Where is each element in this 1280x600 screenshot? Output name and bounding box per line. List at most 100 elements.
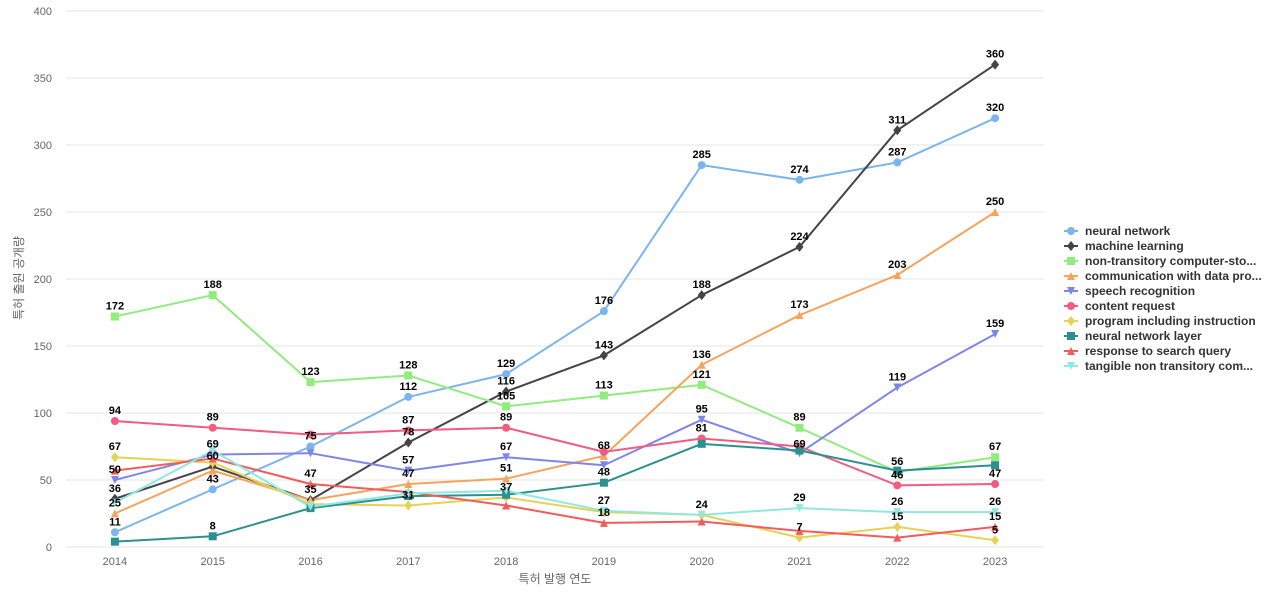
data-point bbox=[893, 270, 902, 279]
legend-item[interactable]: non-transitory computer-sto... bbox=[1064, 254, 1256, 268]
legend-item[interactable]: response to search query bbox=[1064, 344, 1231, 358]
data-point bbox=[893, 158, 902, 167]
legend-item[interactable]: neural network bbox=[1064, 224, 1171, 238]
data-label: 311 bbox=[888, 114, 906, 126]
data-label: 81 bbox=[696, 422, 708, 434]
legend-item[interactable]: speech recognition bbox=[1064, 284, 1195, 298]
data-point bbox=[208, 446, 217, 455]
data-label: 287 bbox=[888, 146, 906, 158]
data-label: 121 bbox=[693, 369, 711, 381]
data-point bbox=[697, 161, 706, 170]
y-tick-label: 250 bbox=[34, 207, 52, 219]
data-point bbox=[110, 476, 119, 484]
data-point bbox=[110, 537, 119, 546]
data-label: 75 bbox=[304, 431, 316, 443]
x-tick-label: 2017 bbox=[396, 556, 420, 568]
data-point bbox=[795, 175, 804, 184]
data-point bbox=[893, 383, 902, 392]
y-axis-title: 특허 출원 공개량 bbox=[12, 236, 26, 320]
series-line-2 bbox=[114, 294, 996, 473]
data-label: 116 bbox=[497, 376, 515, 388]
data-point bbox=[795, 504, 804, 513]
data-label: 129 bbox=[497, 358, 515, 370]
data-point bbox=[697, 380, 706, 389]
data-point bbox=[697, 510, 706, 519]
legend-marker-swatch bbox=[1067, 272, 1075, 280]
y-tick-label: 150 bbox=[34, 341, 52, 353]
data-point bbox=[404, 489, 413, 498]
legend-item[interactable]: neural network layer bbox=[1064, 329, 1202, 343]
x-tick-label: 2015 bbox=[200, 556, 224, 568]
data-label: 29 bbox=[793, 492, 805, 504]
data-label: 172 bbox=[106, 301, 124, 313]
data-point bbox=[404, 480, 413, 489]
data-point bbox=[991, 480, 1000, 489]
data-point bbox=[893, 466, 902, 475]
data-point bbox=[795, 311, 804, 320]
data-point bbox=[599, 478, 608, 487]
data-point bbox=[991, 329, 1000, 338]
legend-label: tangible non transitory com... bbox=[1085, 359, 1253, 373]
data-label: 50 bbox=[109, 464, 121, 476]
data-point bbox=[208, 423, 217, 432]
legend-item[interactable]: content request bbox=[1064, 299, 1175, 313]
data-point bbox=[502, 402, 511, 411]
y-tick-label: 350 bbox=[34, 73, 52, 85]
data-label: 360 bbox=[986, 49, 1004, 61]
data-point bbox=[599, 451, 608, 460]
data-point bbox=[208, 466, 217, 475]
data-point bbox=[991, 522, 1000, 531]
data-label: 176 bbox=[595, 295, 613, 307]
data-label: 69 bbox=[207, 439, 219, 451]
data-point bbox=[502, 501, 511, 510]
data-point bbox=[795, 241, 804, 252]
data-label: 25 bbox=[109, 498, 121, 510]
data-point bbox=[208, 532, 217, 541]
legend-item[interactable]: tangible non transitory com... bbox=[1064, 359, 1253, 373]
series-line-3 bbox=[114, 211, 996, 515]
data-point bbox=[697, 415, 706, 424]
data-label: 87 bbox=[402, 414, 414, 426]
data-label: 188 bbox=[204, 279, 222, 291]
series-line-0 bbox=[114, 117, 996, 534]
data-label: 173 bbox=[790, 299, 808, 311]
legend-item[interactable]: communication with data pro... bbox=[1064, 269, 1262, 283]
data-point bbox=[502, 474, 511, 483]
data-label: 67 bbox=[500, 441, 512, 453]
data-point bbox=[208, 454, 217, 463]
data-point bbox=[110, 498, 119, 507]
x-tick-label: 2023 bbox=[983, 556, 1007, 568]
data-label: 68 bbox=[598, 440, 610, 452]
legend-marker-swatch bbox=[1067, 227, 1075, 235]
series-line-7 bbox=[114, 442, 996, 543]
data-label: 48 bbox=[598, 467, 610, 479]
data-point bbox=[599, 461, 608, 470]
data-label: 69 bbox=[793, 439, 805, 451]
legend-item[interactable]: program including instruction bbox=[1064, 314, 1256, 328]
gridlines bbox=[66, 10, 1044, 548]
data-point bbox=[599, 447, 608, 456]
data-label: 224 bbox=[790, 231, 809, 243]
data-label: 15 bbox=[989, 511, 1001, 523]
legend-marker-swatch bbox=[1067, 362, 1075, 370]
data-label: 159 bbox=[986, 318, 1004, 330]
legend-label: content request bbox=[1085, 299, 1175, 313]
data-point bbox=[893, 125, 902, 136]
data-label: 46 bbox=[891, 469, 903, 481]
data-label: 15 bbox=[891, 511, 903, 523]
data-point bbox=[893, 521, 902, 532]
data-label: 57 bbox=[402, 455, 414, 467]
data-label: 203 bbox=[888, 259, 906, 271]
data-label: 188 bbox=[693, 279, 711, 291]
legend-item[interactable]: machine learning bbox=[1064, 239, 1184, 253]
data-label: 31 bbox=[402, 489, 414, 501]
data-label: 128 bbox=[399, 359, 417, 371]
data-point bbox=[110, 312, 119, 321]
data-label: 113 bbox=[595, 380, 613, 392]
data-point bbox=[404, 371, 413, 380]
data-point bbox=[991, 208, 1000, 216]
data-label: 26 bbox=[989, 496, 1001, 508]
data-point bbox=[697, 517, 706, 526]
